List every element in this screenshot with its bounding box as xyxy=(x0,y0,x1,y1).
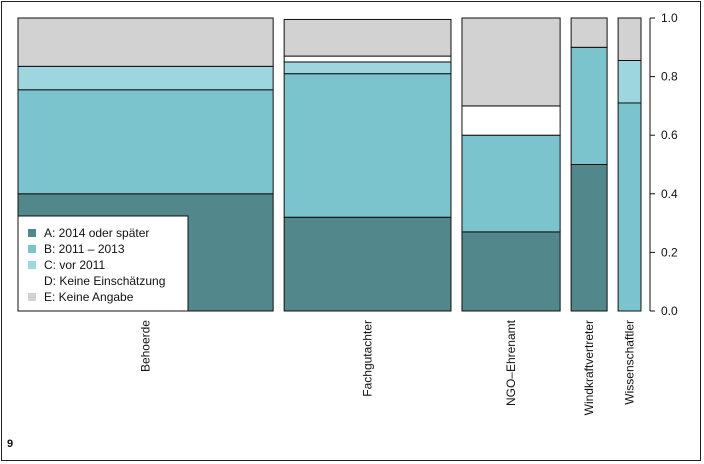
y-tick-label: 0.8 xyxy=(661,70,678,84)
bar-segment-3-b xyxy=(461,134,561,233)
legend-swatch xyxy=(28,261,36,269)
bar-segment-2-b xyxy=(283,73,452,218)
legend: A: 2014 oder später B: 2011 – 2013 C: vor … xyxy=(17,215,189,312)
x-tick-label: Wissenschaftler xyxy=(623,320,637,405)
y-tick-label: 0.4 xyxy=(661,187,678,201)
legend-box xyxy=(17,215,189,312)
bar-segment-3-d xyxy=(461,105,561,136)
bar-segment-5-b xyxy=(617,102,642,312)
legend-label: D: Keine Einschätzung xyxy=(44,274,165,288)
y-tick-label: 0.2 xyxy=(661,245,678,259)
legend-label: C: vor 2011 xyxy=(44,258,105,272)
legend-label: A: 2014 oder später xyxy=(44,226,149,240)
legend-swatch xyxy=(28,293,36,301)
bar-segment-3-a xyxy=(461,231,561,312)
bar-segment-1-c xyxy=(17,65,274,91)
bar-segment-4-b xyxy=(570,46,608,165)
bar-segment-2-d xyxy=(283,55,452,63)
x-tick-label: NGO–Ehrenamt xyxy=(504,319,518,406)
bar-segment-5-e xyxy=(617,17,642,61)
bar-segment-2-c xyxy=(283,61,452,75)
bar-segment-2-e xyxy=(283,18,452,57)
x-tick-label: Windkraftvertreter xyxy=(582,320,596,415)
y-axis: 0.0 0.2 0.4 0.6 0.8 1.0 xyxy=(649,11,678,318)
x-axis-labels: Behoerde Fachgutachter NGO–Ehrenamt Windkra… xyxy=(139,319,637,415)
bar-segment-5-c xyxy=(617,59,642,104)
bars-group xyxy=(17,17,642,312)
bar-segment-4-a xyxy=(570,164,608,312)
bar-segment-1-e xyxy=(17,17,274,67)
figure-number: 9 xyxy=(7,438,14,450)
y-tick-label: 0.0 xyxy=(661,304,678,318)
bar-segment-4-e xyxy=(570,17,608,48)
x-tick-label: Behoerde xyxy=(139,320,153,372)
legend-label: B: 2011 – 2013 xyxy=(44,242,125,256)
legend-swatch xyxy=(28,229,36,237)
legend-swatch xyxy=(27,276,37,286)
legend-swatch xyxy=(28,245,36,253)
x-tick-label: Fachgutachter xyxy=(361,320,375,397)
bar-segment-2-a xyxy=(283,216,452,312)
y-tick-label: 0.6 xyxy=(661,128,678,142)
bar-segment-1-b xyxy=(17,89,274,195)
legend-label: E: Keine Angabe xyxy=(44,290,134,304)
bar-segment-3-e xyxy=(461,17,561,107)
y-tick-label: 1.0 xyxy=(661,11,678,25)
